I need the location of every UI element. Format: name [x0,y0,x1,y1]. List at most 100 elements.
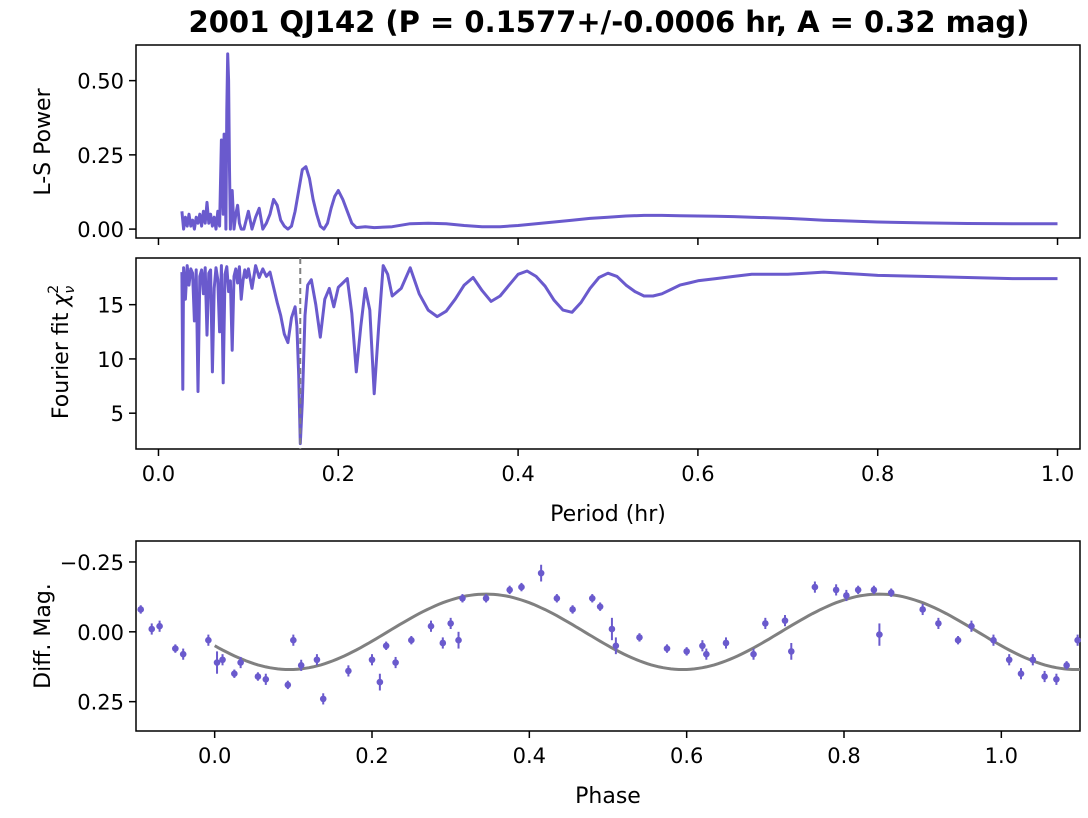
data-point [506,586,513,594]
data-point [262,676,270,683]
data-point [968,622,975,630]
phased-lightcurve-ytick-label: 0.00 [77,621,124,645]
fourier-chi2-plot-frame [135,257,1081,450]
fourier-chi2-ytick-label: 10 [97,348,124,372]
data-point [887,589,895,596]
phased-lightcurve-panel: Diff. Mag. Phase −0.25 0.00 0.25 0.0 0.2 0.4 0… [31,540,1081,809]
data-point [427,622,435,630]
data-point [297,662,305,669]
fourier-chi2-xtick-label: 1.0 [1041,462,1074,486]
data-point [1017,670,1025,678]
data-point [537,569,545,577]
fourier-chi2-ytick-label: 15 [97,294,124,318]
fourier-chi2-panel: Fourier fit χν2 Period (hr) 5 10 15 0.0 0.2 0.… [46,257,1081,527]
data-point [313,656,321,664]
data-point [870,586,878,594]
ls-power-ytick-label: 0.25 [77,144,124,168]
data-point [382,642,390,650]
data-point [596,603,604,610]
fourier-chi2-ytick-label: 5 [111,402,124,426]
fourier-chi2-xtick-label: 0.8 [861,462,894,486]
data-point [179,650,187,658]
data-point [1074,636,1081,644]
fourier-chi2-xtick-label: 0.6 [681,462,714,486]
fourier-chi2-ylabel-text: Fourier fit [49,312,74,419]
data-point [231,670,238,678]
data-point [148,625,156,633]
phased-lightcurve-ytick-label: −0.25 [60,551,124,575]
data-point [290,636,297,644]
data-point [722,639,730,647]
data-point [172,645,179,652]
ls-power-series-line [180,52,1058,231]
data-point [588,594,596,602]
data-point [1005,656,1013,664]
data-point [376,678,384,686]
data-point [392,659,399,666]
lightcurve-xlabel: Phase [575,784,641,809]
data-point [1063,662,1070,669]
fourier-chi2-series-line [180,264,1058,446]
data-point [156,622,163,630]
data-point [843,592,850,599]
phased-lightcurve-xtick-label: 0.8 [827,744,860,768]
fourier-chi2-ylabel-sub: ν [62,286,78,294]
data-point [455,636,462,644]
fourier-chi2-xtick-label: 0.2 [322,462,355,486]
data-point [1029,656,1037,664]
ls-power-ytick-label: 0.50 [77,70,124,94]
data-point [683,648,690,655]
data-point [482,594,490,602]
fourier-chi2-ylabel-sup: 2 [46,285,62,294]
lightcurve-plot-frame [135,540,1081,732]
phased-lightcurve-xtick-label: 0.0 [198,744,231,768]
data-point [137,606,145,613]
data-point [569,606,576,613]
data-point [636,634,643,641]
data-point [762,620,769,627]
data-point [205,636,212,644]
ls-power-ylabel: L-S Power [31,87,56,195]
data-point [832,586,840,594]
fourier-model-curve [213,592,1080,671]
data-point [935,620,942,627]
data-point [781,617,789,624]
ls-power-ytick-label: 0.00 [77,218,124,242]
fourier-chi2-xtick-label: 0.0 [142,462,175,486]
fourier-chi2-ylabel-symbol: χ [49,293,74,308]
data-point [612,642,620,650]
data-point [703,650,710,658]
phased-lightcurve-xtick-label: 0.2 [355,744,388,768]
fourier-chi2-ylabel: Fourier fit χν2 [46,285,78,419]
phased-lightcurve-xtick-label: 1.0 [985,744,1018,768]
lightcurve-ylabel: Diff. Mag. [31,583,56,689]
data-point [954,636,962,644]
data-point [1041,673,1048,680]
data-point [213,659,221,666]
phased-lightcurve-xtick-label: 0.4 [513,744,546,768]
fourier-chi2-xlabel: Period (hr) [550,502,666,527]
data-point [368,656,376,664]
data-point [787,648,795,655]
data-point [663,645,671,652]
data-point [284,681,292,689]
data-point [319,695,327,703]
data-point [1053,676,1060,683]
data-point [439,639,447,647]
data-point [608,625,616,633]
data-point [237,659,244,666]
fourier-chi2-xtick-label: 0.4 [501,462,534,486]
phased-lightcurve-ytick-label: 0.25 [77,691,124,715]
data-point [990,636,997,644]
data-point [447,620,454,627]
data-point [553,594,561,602]
data-point [750,650,757,658]
ls-power-panel: L-S Power 0.00 0.25 0.50 [31,44,1081,245]
data-point [919,606,926,613]
data-point [408,636,415,644]
phased-lightcurve-xtick-label: 0.6 [670,744,703,768]
data-point [254,673,262,680]
ls-power-plot-frame [135,44,1081,239]
chart-title: 2001 QJ142 (P = 0.1577+/-0.0006 hr, A = … [189,5,1030,39]
